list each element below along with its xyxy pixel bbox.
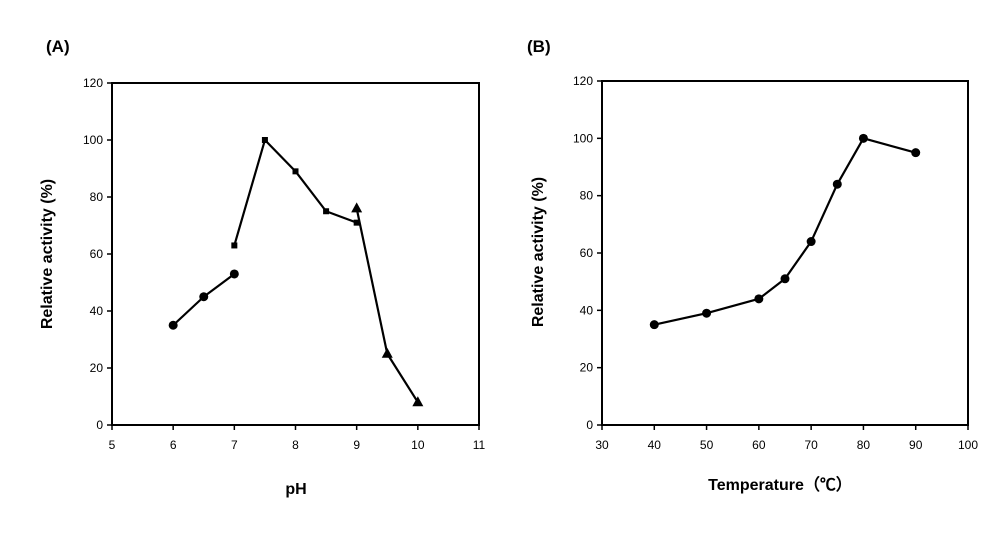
panel-b-marks: [650, 134, 920, 329]
panel-a-series-1-point: [169, 321, 178, 330]
panel-b-y-tick-label: 60: [580, 246, 594, 260]
panel-a-series-3-line: [357, 208, 418, 402]
panel-b-y-tick-label: 0: [586, 418, 593, 432]
panel-a-y-tick-label: 60: [90, 247, 104, 261]
panel-b-x-axis-title: Temperature（℃）: [708, 476, 852, 494]
panel-b-y-tick-label: 100: [573, 131, 593, 145]
panel-b-plot-frame: [602, 81, 968, 425]
panel-b-series-1-point: [911, 148, 920, 157]
panel-a-x-ticks: 5 6 7 8 9 10 11: [109, 425, 486, 452]
panel-a-x-tick-label: 6: [170, 438, 177, 452]
panel-b: (B) 0 20 40 60 80 100 120 30 40 50 60 70 80 90 100 Te…: [527, 37, 978, 494]
panel-b-y-tick-label: 120: [573, 74, 593, 88]
panel-b-y-axis-title: Relative activity (%): [530, 177, 547, 327]
panel-a-y-ticks: 0 20 40 60 80 100 120: [83, 76, 112, 432]
panel-b-x-ticks: 30 40 50 60 70 80 90 100: [595, 425, 978, 452]
panel-a-marks: [169, 137, 424, 406]
panel-a-x-tick-label: 11: [473, 438, 486, 452]
panel-a-series-2-point: [293, 168, 299, 174]
panel-a-series-2-point: [231, 242, 237, 248]
panel-a-plot-frame: [112, 83, 479, 425]
panel-a-y-tick-label: 120: [83, 76, 103, 90]
panel-b-y-tick-label: 20: [580, 361, 594, 375]
panel-a-series-3-point: [382, 348, 393, 358]
panel-b-series-1-point: [702, 309, 711, 318]
panel-a-x-tick-label: 7: [231, 438, 238, 452]
panel-b-x-tick-label: 30: [595, 438, 609, 452]
panel-b-y-tick-label: 40: [580, 303, 594, 317]
panel-a-series-1-point: [199, 292, 208, 301]
panel-b-x-tick-label: 100: [958, 438, 978, 452]
panel-a-y-tick-label: 100: [83, 133, 103, 147]
panel-b-x-tick-label: 90: [909, 438, 923, 452]
panel-a-y-tick-label: 20: [90, 361, 104, 375]
panel-b-series-1-point: [650, 320, 659, 329]
panel-a-series-2-point: [262, 137, 268, 143]
panel-b-series-1-point: [859, 134, 868, 143]
panel-b-series-1-line: [654, 138, 915, 324]
panel-b-x-tick-label: 60: [752, 438, 766, 452]
panel-b-series-1-point: [781, 274, 790, 283]
panel-a-x-tick-label: 5: [109, 438, 116, 452]
panel-a: (A) 0 20 40 60 80 100 120 5 6 7 8 9 10 11 pH Relativ…: [39, 37, 486, 498]
panel-a-series-3-point: [351, 202, 362, 212]
panel-b-x-tick-label: 40: [648, 438, 662, 452]
panel-b-x-tick-label: 50: [700, 438, 714, 452]
panel-a-x-tick-label: 8: [292, 438, 299, 452]
panel-b-x-tick-label: 80: [857, 438, 871, 452]
panel-a-x-axis-title: pH: [285, 481, 306, 498]
panel-b-series-1-point: [807, 237, 816, 246]
panel-b-y-tick-label: 80: [580, 189, 594, 203]
panel-b-x-tick-label: 70: [804, 438, 818, 452]
panel-a-label: (A): [46, 37, 70, 56]
panel-a-y-axis-title: Relative activity (%): [39, 179, 56, 329]
panel-b-series-1-point: [833, 180, 842, 189]
panel-a-y-tick-label: 80: [90, 190, 104, 204]
panel-a-series-1-point: [230, 269, 239, 278]
panel-a-x-tick-label: 10: [411, 438, 425, 452]
panel-b-y-ticks: 0 20 40 60 80 100 120: [573, 74, 602, 432]
panel-b-series-1-point: [754, 294, 763, 303]
panel-a-x-tick-label: 9: [353, 438, 360, 452]
panel-a-series-2-point: [323, 208, 329, 214]
panel-a-y-tick-label: 40: [90, 304, 104, 318]
panel-a-y-tick-label: 0: [96, 418, 103, 432]
panel-b-label: (B): [527, 37, 551, 56]
figure: (A) 0 20 40 60 80 100 120 5 6 7 8 9 10 11 pH Relativ…: [0, 0, 1000, 537]
panel-a-series-2-line: [234, 140, 356, 245]
